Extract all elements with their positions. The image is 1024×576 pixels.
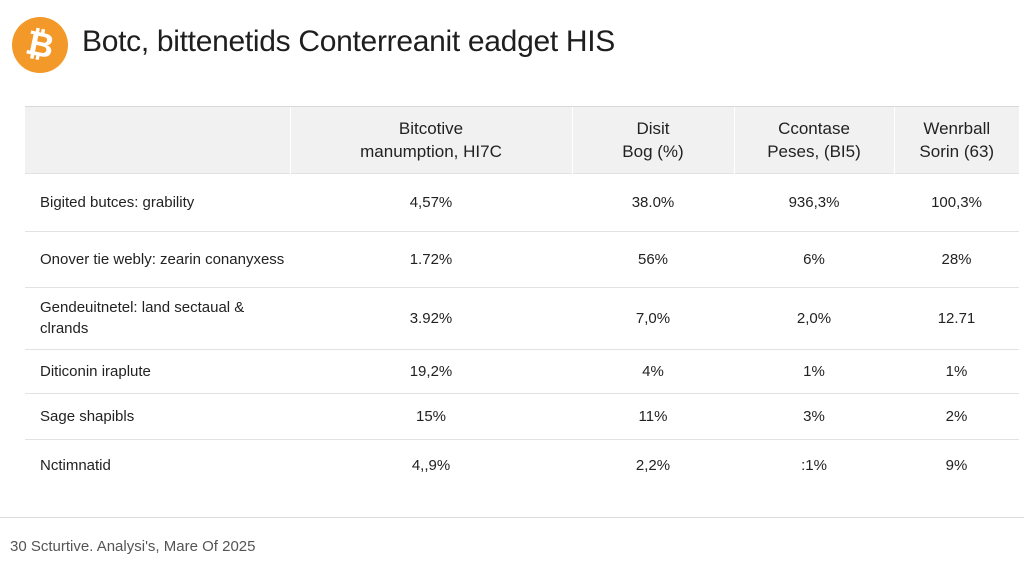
table-cell: 936,3%	[788, 193, 840, 211]
table-cell: 3%	[803, 407, 825, 425]
page-header: ₿ Botc, bittenetids Conterreanit eadget …	[0, 0, 1024, 96]
table-body: Bigited butces: grability 4,57% 38.0% 936,3…	[25, 173, 1019, 491]
table-cell: :1%	[801, 456, 827, 474]
table-cell: 7,0%	[635, 309, 671, 327]
table-cell: 19,2%	[409, 362, 453, 380]
column-header: Ccontase Peses, (BI5)	[733, 107, 894, 173]
table-header-row: Bitcotive manumption, HI7C Disit Bog (%) C…	[25, 107, 1019, 173]
table-row: Gendeuitnetel: land sectaual & clrands 3.…	[25, 287, 1019, 349]
table-cell: 28%	[941, 250, 972, 268]
row-label: Diticonin iraplute	[40, 362, 151, 380]
column-header: Disit Bog (%)	[571, 107, 734, 173]
table-cell: 1%	[945, 362, 968, 380]
column-header: Wenrball Sorin (63)	[893, 107, 1019, 173]
table-row: Onover tie webly: zearin conanyxess 1.72%…	[25, 231, 1019, 287]
row-label: Bigited butces: grability	[40, 193, 195, 211]
column-header	[25, 107, 290, 173]
table-row: Nctimnatid 4,,9% 2,2% :1% 9%	[25, 439, 1019, 491]
table-cell: 2%	[945, 407, 968, 425]
table-cell: 56%	[637, 250, 669, 268]
page-title: Botc, bittenetids Conterreanit eadget HI…	[82, 25, 616, 58]
table-cell: 4,,9%	[411, 456, 451, 474]
table-cell: 15%	[415, 407, 447, 425]
row-label: Nctimnatid	[40, 456, 111, 474]
row-label: Gendeuitnetel: land sectaual & clrands	[40, 299, 245, 337]
table-cell: 9%	[945, 456, 968, 474]
bitcoin-logo-icon: ₿	[6, 11, 74, 79]
table-cell: 11%	[638, 407, 668, 425]
table-cell: 3.92%	[409, 309, 453, 327]
table-cell: 38.0%	[631, 193, 675, 211]
table-cell: 4%	[642, 362, 664, 380]
divider	[0, 517, 1024, 518]
table-cell: 6%	[803, 250, 825, 268]
table-cell: 4,57%	[409, 193, 453, 211]
table-row: Bigited butces: grability 4,57% 38.0% 936,3…	[25, 173, 1019, 231]
table-cell: 100,3%	[931, 193, 982, 211]
column-header: Bitcotive manumption, HI7C	[289, 107, 572, 173]
table-row: Diticonin iraplute 19,2% 4% 1% 1%	[25, 349, 1019, 393]
row-label: Onover tie webly: zearin conanyxess	[40, 250, 285, 268]
data-table: Bitcotive manumption, HI7C Disit Bog (%) C…	[25, 106, 1019, 481]
table-cell: 2,2%	[635, 456, 671, 474]
table-cell: 1%	[803, 362, 825, 380]
table-cell: 1.72%	[409, 250, 453, 268]
table-cell: 12.71	[937, 309, 976, 327]
table-cell: 2,0%	[796, 309, 832, 327]
table-row: Sage shapibls 15% 11% 3% 2%	[25, 393, 1019, 439]
row-label: Sage shapibls	[40, 407, 135, 425]
source-note: 30 Scturtive. Analysi's, Mare Of 2025	[10, 538, 256, 555]
